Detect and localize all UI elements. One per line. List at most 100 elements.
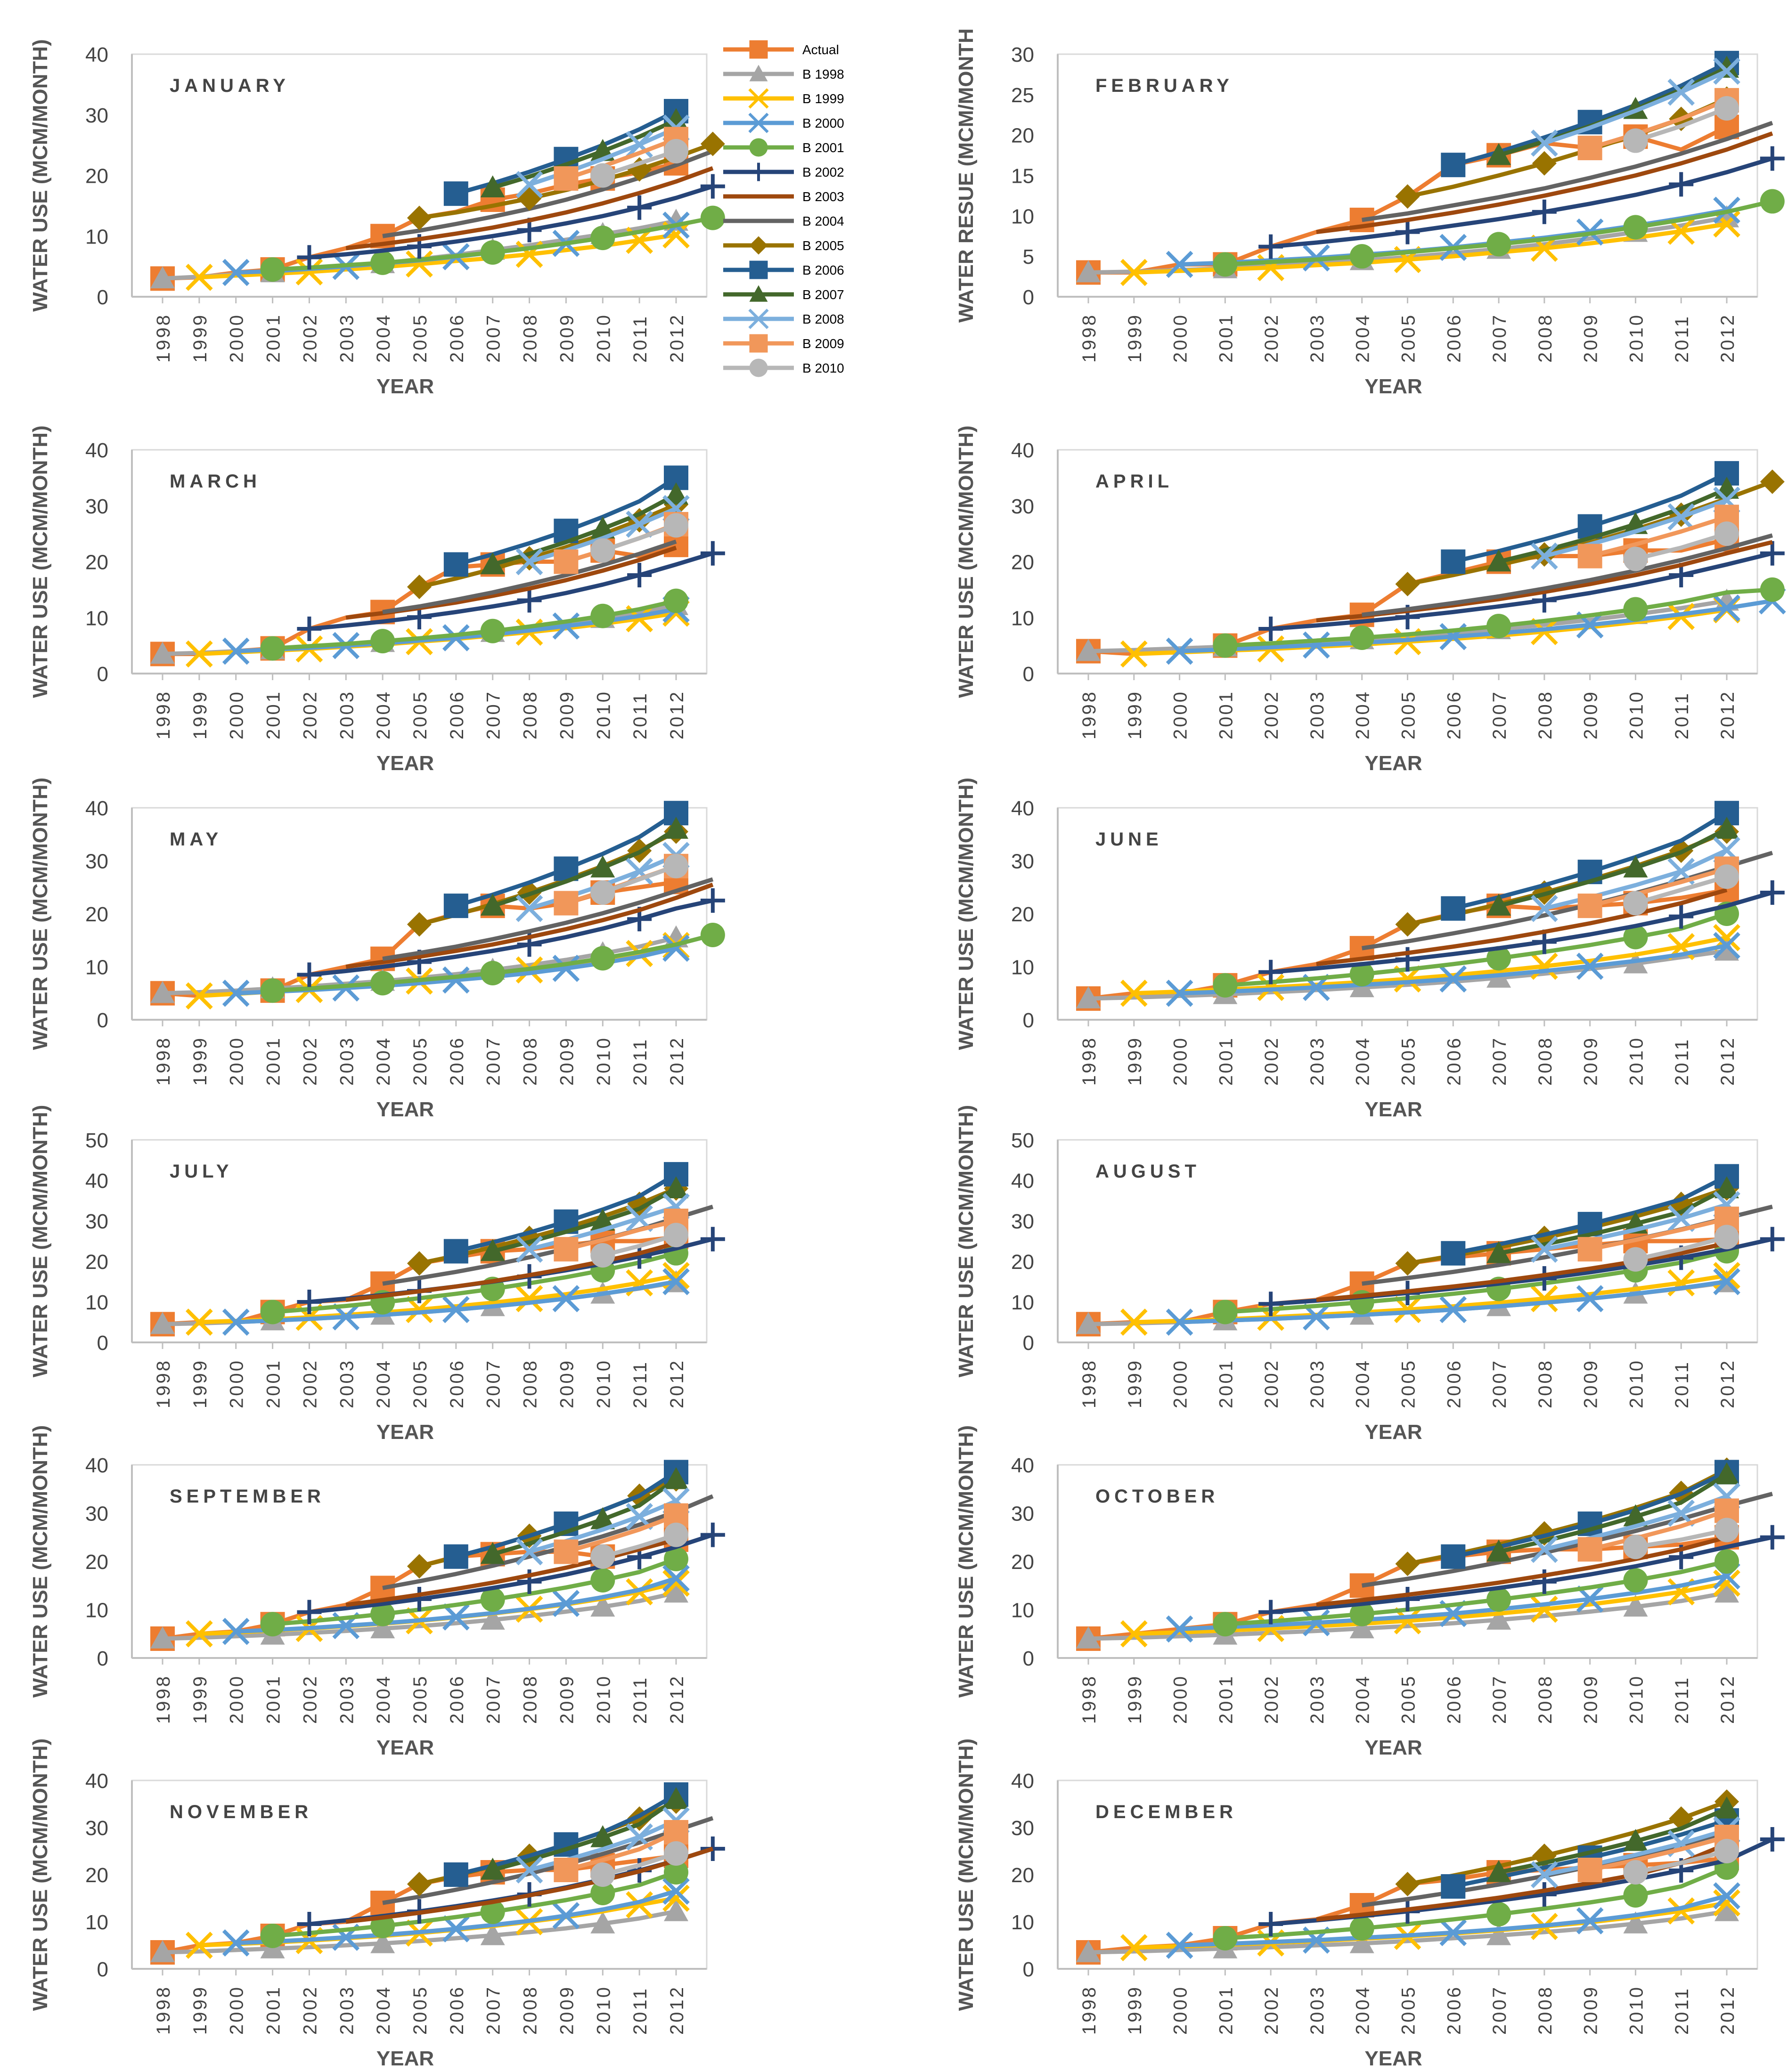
data-point — [590, 516, 615, 539]
y-tick-label: 30 — [85, 850, 108, 873]
x-tick-label: 1999 — [1125, 1359, 1145, 1408]
x-tick-label: 2008 — [1535, 1674, 1556, 1724]
data-point — [1486, 1923, 1511, 1945]
x-tick-label: 1998 — [1079, 1674, 1100, 1724]
series-line — [1589, 1835, 1728, 1872]
x-tick-label: 2007 — [483, 690, 504, 739]
data-point — [1213, 252, 1238, 277]
x-tick-label: 2001 — [1216, 1985, 1236, 2035]
y-tick-label: 30 — [85, 1503, 108, 1526]
x-tick-label: 2004 — [1353, 313, 1373, 363]
month-title: DECEMBER — [1095, 1802, 1237, 1822]
x-tick-label: 2008 — [1535, 690, 1556, 739]
y-axis-title: WATER USE (MCM/MONTH) — [955, 1425, 978, 1698]
series-b-2004 — [382, 877, 714, 961]
series-line — [382, 149, 714, 238]
series-b-2009 — [554, 1209, 688, 1262]
legend-entry: B 1998 — [723, 65, 844, 81]
x-axis-title: YEAR — [376, 1098, 434, 1121]
data-point — [443, 1862, 468, 1887]
y-axis-title: WATER USE (MCM/MONTH) — [29, 39, 52, 311]
x-tick-label: 2000 — [227, 690, 247, 739]
x-tick-label: 2011 — [1672, 1360, 1692, 1408]
data-point — [480, 1239, 505, 1261]
legend-entry: B 2007 — [723, 285, 844, 302]
data-point — [1713, 57, 1740, 85]
data-point — [1713, 1268, 1740, 1295]
series-b-2002 — [297, 1522, 725, 1625]
x-tick-label: 2004 — [373, 1359, 394, 1408]
data-point — [406, 250, 433, 278]
y-tick-label: 20 — [85, 1551, 108, 1574]
y-tick-label: 40 — [85, 1454, 108, 1477]
data-point — [1713, 1882, 1740, 1909]
x-tick-label: 2012 — [1717, 690, 1738, 739]
series-b-2001 — [1213, 577, 1785, 658]
data-point — [664, 1522, 688, 1547]
x-tick-label: 2005 — [410, 313, 431, 363]
data-point — [1486, 1587, 1511, 1612]
series-b-2010 — [1623, 1225, 1739, 1272]
series-line — [602, 523, 677, 553]
data-point — [1623, 1535, 1648, 1560]
series-line — [1498, 487, 1728, 564]
data-point — [1531, 1595, 1558, 1623]
data-point — [480, 1608, 505, 1630]
series-b-2010 — [590, 1223, 688, 1268]
x-tick-label: 2002 — [300, 313, 320, 363]
x-tick-label: 2002 — [1261, 313, 1282, 363]
data-point — [1486, 614, 1511, 639]
data-point — [1623, 597, 1648, 622]
data-point — [150, 1312, 175, 1334]
x-tick-label: 2003 — [1307, 1036, 1328, 1086]
series-line — [602, 1233, 677, 1258]
data-point — [1303, 1303, 1330, 1331]
series-b-2010 — [1623, 1839, 1739, 1885]
data-point — [260, 1924, 285, 1948]
data-point — [1623, 1568, 1648, 1593]
data-point — [1213, 633, 1238, 658]
month-title: JANUARY — [170, 75, 290, 96]
x-tick-label: 2009 — [1581, 1674, 1601, 1724]
y-tick-label: 15 — [1011, 165, 1034, 188]
series-b-2010 — [590, 853, 688, 905]
data-point — [1120, 1620, 1148, 1648]
series-line — [1543, 498, 1728, 558]
data-point — [1623, 855, 1648, 878]
data-point — [1395, 1552, 1420, 1576]
data-point — [1166, 1308, 1193, 1336]
y-tick-label: 0 — [97, 663, 108, 686]
x-tick-label: 2002 — [1261, 1036, 1282, 1086]
data-point — [590, 1881, 615, 1905]
y-tick-label: 0 — [97, 1009, 108, 1032]
data-point — [1531, 1235, 1558, 1263]
x-tick-label: 2009 — [556, 1985, 577, 2035]
x-tick-label: 2005 — [410, 1985, 431, 2035]
series-b-2009 — [554, 1503, 688, 1564]
legend-entry: B 2000 — [723, 113, 844, 133]
x-tick-label: 2011 — [630, 691, 651, 739]
series-b-2001 — [260, 923, 725, 1003]
data-point — [1441, 896, 1466, 921]
data-point — [700, 1227, 725, 1251]
series-b-2008 — [1531, 1191, 1740, 1263]
series-b-2009 — [554, 127, 688, 191]
data-point — [1349, 1616, 1374, 1639]
x-tick-label: 2002 — [1261, 1985, 1282, 2035]
x-tick-label: 2004 — [1353, 1359, 1373, 1408]
panel-november: 0 10 20 30 40 1998 1999 2000 2001 2002 2003 2004 200… — [29, 1739, 725, 2070]
x-tick-label: 2010 — [593, 690, 614, 739]
data-point — [1486, 549, 1511, 572]
data-point — [260, 1612, 285, 1637]
data-point — [627, 195, 652, 220]
legend-marker — [749, 236, 768, 255]
data-point — [1715, 205, 1739, 228]
x-tick-label: 2007 — [483, 313, 504, 363]
x-tick-label: 2008 — [520, 1674, 541, 1724]
legend-label: B 2002 — [802, 165, 844, 179]
data-point — [1120, 640, 1148, 668]
panel-december: 0 10 20 30 40 1998 1999 2000 2001 2002 2003 2004 200… — [955, 1739, 1785, 2070]
series-b-2002 — [1258, 146, 1785, 259]
legend-label: B 2008 — [802, 312, 844, 326]
series-b-2001 — [260, 1546, 688, 1637]
